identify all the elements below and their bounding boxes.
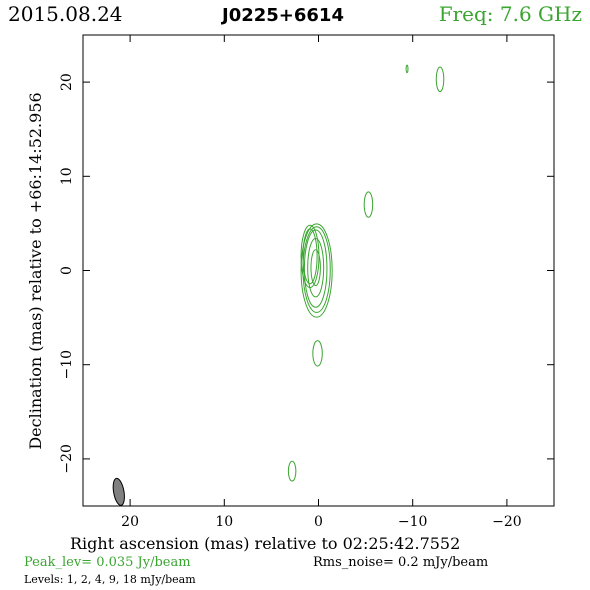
contour-levels: Levels: 1, 2, 4, 9, 18 mJy/beam — [24, 573, 196, 586]
contour-level-2 — [302, 226, 331, 313]
y-axis-label: Declination (mas) relative to +66:14:52.… — [26, 92, 45, 449]
contour-level-1 — [312, 340, 323, 367]
x-tick-label: −10 — [398, 514, 428, 530]
contour-level-1 — [363, 191, 374, 218]
y-tick-label: 20 — [59, 73, 75, 91]
x-axis-label: Right ascension (mas) relative to 02:25:… — [70, 534, 461, 553]
y-tick-label: −20 — [59, 444, 75, 474]
y-tick-label: 10 — [59, 167, 75, 185]
rms-noise: Rms_noise= 0.2 mJy/beam — [313, 555, 489, 570]
observation-date: 2015.08.24 — [8, 2, 123, 26]
contour-layer — [287, 64, 445, 482]
x-tick-label: 20 — [121, 514, 139, 530]
y-tick-label: 0 — [59, 266, 75, 275]
contour-level-9 — [307, 237, 325, 298]
contour-level-1 — [435, 66, 445, 93]
x-tick-label: 10 — [215, 514, 233, 530]
contour-level-1 — [405, 64, 409, 74]
frequency-label: Freq: 7.6 GHz — [438, 2, 582, 26]
y-tick-label: −10 — [59, 350, 75, 380]
beam-layer — [112, 477, 125, 506]
source-name: J0225+6614 — [222, 5, 344, 26]
peak-level: Peak_lev= 0.035 Jy/beam — [24, 555, 191, 570]
contour-level-18 — [310, 249, 321, 287]
contour-level-1 — [300, 224, 320, 288]
x-axis-ticks: 20 10 0 −10 −20 — [121, 35, 522, 530]
y-axis-ticks: 20 10 0 −10 −20 — [59, 73, 554, 474]
contour-level-4 — [303, 229, 328, 308]
beam-ellipse — [112, 477, 125, 506]
x-tick-label: −20 — [492, 514, 522, 530]
contour-level-2 — [302, 228, 318, 285]
contour-level-1 — [287, 460, 297, 482]
x-tick-label: 0 — [314, 514, 323, 530]
contour-level-1 — [300, 223, 333, 318]
